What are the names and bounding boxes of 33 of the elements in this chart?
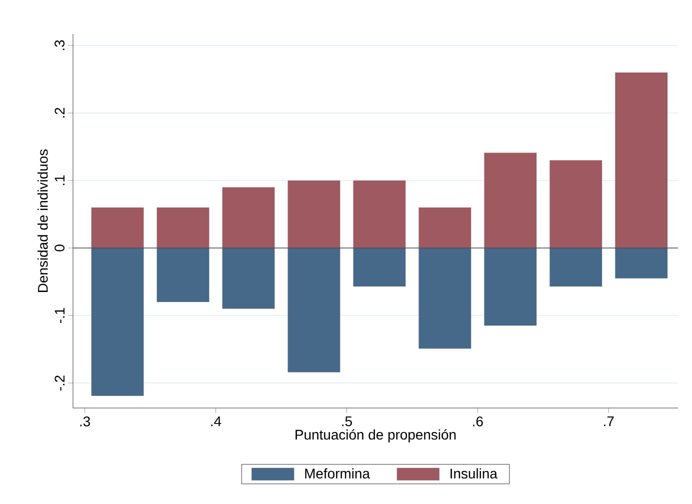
- y-axis-title: Densidad de individuos: [38, 149, 48, 292]
- y-tick-label: .1: [54, 175, 64, 186]
- x-tick-label: .4: [211, 416, 222, 426]
- y-tick-label: 0: [54, 244, 65, 252]
- bar: [484, 152, 537, 248]
- y-tick-label: -.2: [54, 376, 64, 391]
- x-tick-label: .3: [80, 416, 90, 426]
- bar: [615, 248, 668, 278]
- bar: [156, 248, 210, 302]
- x-axis-title: Puntuación de propensión: [296, 429, 456, 442]
- y-tick-label: .3: [54, 40, 65, 50]
- bar: [288, 248, 340, 372]
- bar: [222, 187, 275, 248]
- bar: [91, 207, 144, 248]
- bar: [156, 207, 210, 248]
- bar: [353, 180, 406, 248]
- x-tick-label: .6: [473, 416, 483, 426]
- legend-label: Meformina: [305, 468, 370, 479]
- legend-label: Insulina: [450, 468, 498, 479]
- bar: [288, 180, 340, 248]
- x-tick-label: .5: [342, 416, 352, 426]
- bar: [550, 248, 602, 286]
- bar: [222, 248, 275, 309]
- bar: [353, 248, 406, 286]
- y-tick-label: .2: [54, 108, 64, 118]
- bar: [615, 72, 668, 248]
- bar: [418, 248, 472, 349]
- bar: [91, 248, 144, 396]
- bar: [484, 248, 537, 326]
- bar: [418, 207, 472, 248]
- x-tick-label: .7: [604, 416, 614, 426]
- y-tick-label: -.1: [54, 308, 64, 324]
- bar: [550, 160, 602, 248]
